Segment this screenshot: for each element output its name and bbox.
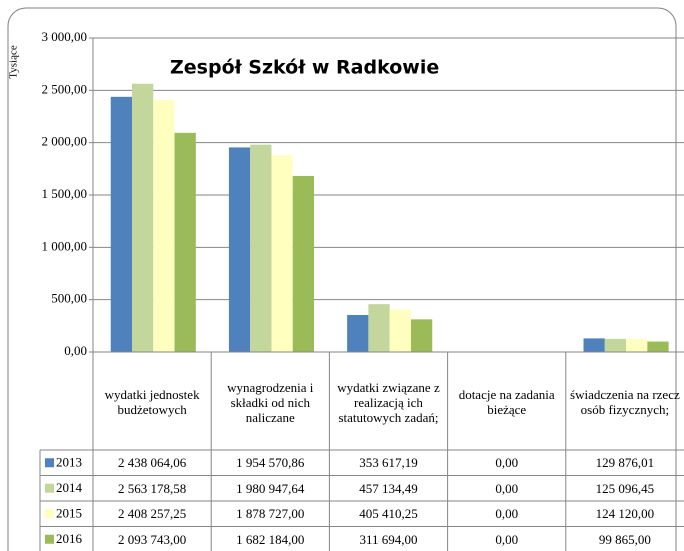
y-tick-label: 3 000,00 [42,29,88,44]
bar [110,96,133,352]
bar [174,132,196,352]
category-label: świadczenia na rzecz osób fizycznych; [570,387,680,417]
legend-label: 2014 [56,480,83,495]
table-value: 1 954 570,86 [236,455,305,471]
bar [228,147,251,352]
y-axis-label: Tysiące [8,45,20,79]
table-value: 1 878 727,00 [236,506,305,522]
table-value: 1 682 184,00 [236,531,305,547]
legend-swatch [45,534,54,544]
legend-swatch [45,483,54,493]
bar [626,339,648,352]
table-value: 0,00 [495,531,519,547]
bar [410,319,433,352]
bar [292,175,315,352]
bar [368,304,390,352]
chart-frame [7,7,677,551]
table-value: 2 408 257,25 [117,506,187,522]
bar [389,309,411,352]
y-tick-label: 2 000,00 [42,134,88,149]
bar [583,338,605,352]
table-value: 125 096,45 [595,480,655,496]
table-value: 0,00 [495,480,519,496]
bar [271,155,293,352]
bar [647,341,669,352]
table-value: 124 120,00 [595,506,655,522]
table-value: 311 694,00 [359,531,418,547]
table-value: 2 438 064,06 [117,455,187,471]
bar [347,314,369,352]
table-value: 405 410,25 [359,506,418,522]
table-value: 2 093 743,00 [117,531,187,547]
legend-label: 2016 [56,531,83,546]
bar [250,144,272,352]
table-value: 129 876,01 [595,455,655,471]
y-tick-label: 500,00 [51,291,87,306]
bar [153,99,175,353]
table-value: 0,00 [495,506,519,522]
table-value: 0,00 [495,455,519,471]
category-label: wynagrodzenia i składki od nich naliczan… [227,379,314,425]
category-label: wydatki związane z realizacją ich statut… [337,379,440,425]
legend-swatch [45,509,54,519]
table-value: 2 563 178,58 [117,480,187,496]
legend-label: 2013 [56,455,82,470]
y-tick-label: 2 500,00 [42,81,88,96]
table-value: 99 865,00 [598,531,651,547]
bar [604,338,627,352]
y-tick-label: 0,00 [64,343,87,358]
y-tick-label: 1 500,00 [42,186,88,201]
category-label: dotacje na zadania bieżące [458,387,555,417]
bar [132,83,154,352]
table-value: 457 134,49 [359,480,418,496]
legend-label: 2015 [56,506,82,521]
table-value: 1 980 947,64 [236,480,305,496]
table-value: 353 617,19 [359,455,418,471]
chart-title: Zespół Szkół w Radkowie [170,57,439,79]
legend-swatch [45,458,54,468]
y-tick-label: 1 000,00 [42,238,88,253]
category-label: wydatki jednostek budżetowych [104,387,200,417]
